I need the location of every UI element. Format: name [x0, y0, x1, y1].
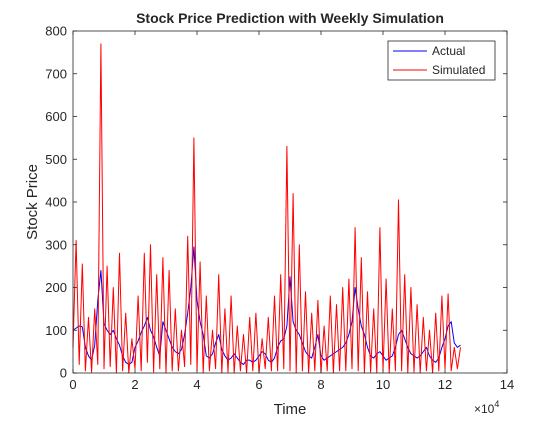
chart-title: Stock Price Prediction with Weekly Simul…: [136, 10, 444, 26]
legend-box: [387, 40, 496, 81]
plot-area: [73, 31, 507, 373]
y-tick-label: 500: [45, 152, 67, 167]
x-axis-ticks: 0 2 4 6 8 10 12 14: [69, 31, 514, 392]
y-tick-label: 700: [45, 66, 67, 81]
legend-label-simulated: Simulated: [432, 63, 485, 77]
x-tick-label: 6: [255, 377, 262, 392]
legend-label-actual: Actual: [432, 44, 465, 58]
y-tick-label: 800: [45, 24, 67, 39]
x-tick-label: 2: [131, 377, 138, 392]
y-tick-label: 100: [45, 323, 67, 338]
legend: Actual Simulated: [387, 40, 496, 81]
y-axis-label: Stock Price: [24, 164, 41, 240]
x-tick-label: 12: [438, 377, 452, 392]
x-axis-label: Time: [274, 401, 307, 418]
x-tick-label: 14: [500, 377, 514, 392]
y-tick-label: 300: [45, 237, 67, 252]
x-tick-label: 4: [193, 377, 200, 392]
y-tick-label: 200: [45, 280, 67, 295]
x-tick-label: 10: [376, 377, 390, 392]
x-axis-exponent-base: ×10: [474, 402, 495, 416]
series-line-simulated: [72, 43, 461, 374]
y-axis-ticks: 0 100 200 300 400 500 600 700 800: [45, 24, 507, 381]
x-tick-label: 0: [69, 377, 76, 392]
y-tick-label: 0: [60, 366, 67, 381]
x-axis-exponent-power: 4: [494, 399, 499, 409]
y-tick-label: 600: [45, 109, 67, 124]
x-axis-exponent: ×104: [474, 399, 499, 416]
x-tick-label: 8: [317, 377, 324, 392]
y-tick-label: 400: [45, 195, 67, 210]
series-layer: [72, 43, 461, 374]
